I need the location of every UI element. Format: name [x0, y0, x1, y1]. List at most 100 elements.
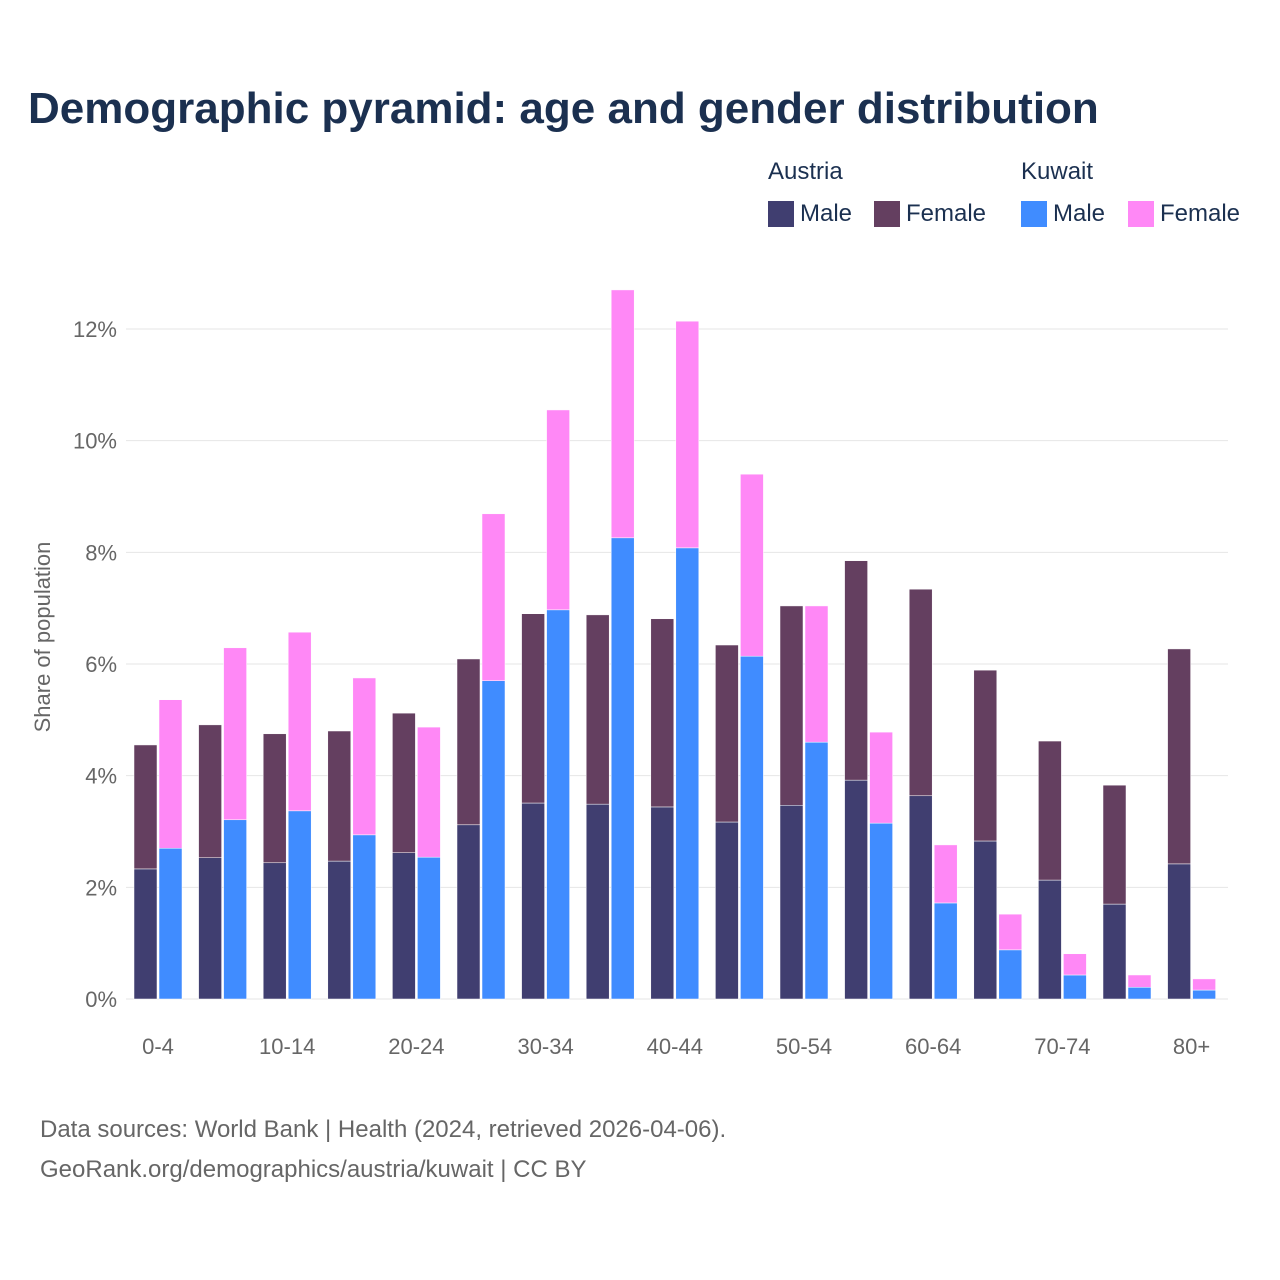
bar-austria-male [327, 860, 352, 1000]
bar-kuwait-female [158, 699, 183, 849]
bar-austria-female [262, 733, 287, 864]
bar-austria-female [908, 588, 933, 797]
bar-austria-male [1102, 903, 1127, 1000]
legend-group-kuwait: Kuwait [1021, 158, 1094, 185]
y-tick-label: 2% [85, 875, 117, 900]
bar-austria-male [1038, 879, 1062, 1000]
legend-swatch [1021, 201, 1047, 227]
y-tick-label: 12% [73, 317, 117, 342]
bar-austria-female [1038, 740, 1062, 881]
bar-kuwait-female [869, 731, 893, 824]
x-tick-label: 60-64 [905, 1034, 961, 1059]
bar-kuwait-female [287, 631, 312, 812]
bar-kuwait-male [223, 819, 247, 1000]
y-tick-label: 6% [85, 652, 117, 677]
bar-kuwait-male [352, 834, 377, 1000]
legend-austria-male[interactable]: Male [768, 200, 852, 228]
legend-swatch [768, 201, 794, 227]
bar-austria-female [1167, 648, 1191, 865]
bar-kuwait-male [933, 902, 958, 1000]
bar-kuwait-female [998, 913, 1023, 951]
x-tick-label: 40-44 [647, 1034, 703, 1059]
bar-kuwait-male [1063, 974, 1087, 1000]
legend-kuwait-male[interactable]: Male [1021, 200, 1105, 228]
bar-austria-male [779, 805, 804, 1000]
y-tick-label: 4% [85, 764, 117, 789]
legend-label: Male [1053, 200, 1106, 227]
legend-kuwait-female[interactable]: Female [1128, 200, 1240, 228]
bar-kuwait-female [1192, 978, 1216, 991]
bar-kuwait-female [223, 647, 247, 821]
bar-austria-male [973, 840, 998, 1000]
bar-austria-male [198, 857, 222, 1000]
bar-kuwait-female [933, 844, 958, 904]
legend-swatch [1128, 201, 1154, 227]
y-tick-label: 10% [73, 429, 117, 454]
bar-kuwait-female [417, 726, 441, 858]
bar-kuwait-female [546, 409, 570, 611]
x-tick-label: 50-54 [776, 1034, 832, 1059]
bar-austria-male [521, 802, 545, 1000]
footer-sources: Data sources: World Bank | Health (2024,… [40, 1116, 727, 1143]
bar-austria-female [456, 658, 481, 826]
bar-kuwait-female [352, 677, 377, 836]
bar-kuwait-male [610, 537, 635, 1000]
y-tick-label: 0% [85, 987, 117, 1012]
bar-austria-female [844, 560, 868, 781]
bar-kuwait-female [675, 320, 700, 549]
bar-kuwait-male [417, 856, 441, 1000]
bar-kuwait-male [675, 547, 700, 1000]
x-tick-label: 30-34 [517, 1034, 573, 1059]
legend-label: Female [906, 200, 987, 227]
bar-kuwait-female [610, 289, 635, 539]
bar-kuwait-male [1192, 989, 1216, 1000]
bar-austria-female [715, 644, 739, 823]
x-tick-label: 80+ [1173, 1034, 1210, 1059]
x-tick-label: 20-24 [388, 1034, 444, 1059]
bar-kuwait-male [158, 848, 183, 1000]
bar-austria-female [1102, 784, 1127, 905]
bar-austria-female [779, 605, 804, 806]
bar-austria-male [133, 868, 158, 1000]
bar-kuwait-male [481, 680, 506, 1000]
bar-austria-female [392, 712, 416, 853]
bar-austria-male [262, 862, 287, 1000]
bar-austria-female [133, 744, 158, 870]
bar-kuwait-female [1127, 974, 1152, 988]
bar-kuwait-female [1063, 953, 1087, 976]
bar-austria-male [650, 806, 675, 1000]
bar-austria-male [1167, 863, 1191, 1000]
bar-kuwait-male [546, 609, 570, 1000]
bar-austria-male [715, 821, 739, 1000]
bar-austria-male [844, 779, 868, 1000]
legend-label: Male [800, 200, 853, 227]
bar-kuwait-male [804, 741, 829, 1000]
bar-austria-male [456, 824, 481, 1000]
bar-kuwait-female [740, 473, 764, 657]
bar-austria-female [650, 618, 675, 808]
bar-austria-male [585, 803, 610, 1000]
bar-austria-female [327, 730, 352, 862]
bar-austria-female [521, 613, 545, 804]
x-tick-label: 10-14 [259, 1034, 315, 1059]
bar-austria-female [973, 669, 998, 842]
bar-kuwait-male [998, 949, 1023, 1000]
bar-austria-female [585, 614, 610, 805]
legend-austria-female[interactable]: Female [874, 200, 986, 228]
bar-kuwait-male [869, 822, 893, 1000]
bar-austria-female [198, 724, 222, 858]
bar-kuwait-female [481, 513, 506, 682]
legend-swatch [874, 201, 900, 227]
bar-austria-male [908, 795, 933, 1000]
y-tick-label: 8% [85, 540, 117, 565]
footer-credit: GeoRank.org/demographics/austria/kuwait … [40, 1156, 587, 1183]
bar-kuwait-male [740, 655, 764, 1000]
bar-kuwait-male [1127, 987, 1152, 1000]
bar-kuwait-male [287, 810, 312, 1000]
x-tick-label: 0-4 [142, 1034, 174, 1059]
bar-kuwait-female [804, 605, 829, 743]
y-axis-label: Share of population [30, 542, 55, 733]
bar-austria-male [392, 852, 416, 1000]
chart-title: Demographic pyramid: age and gender dist… [28, 84, 1099, 133]
